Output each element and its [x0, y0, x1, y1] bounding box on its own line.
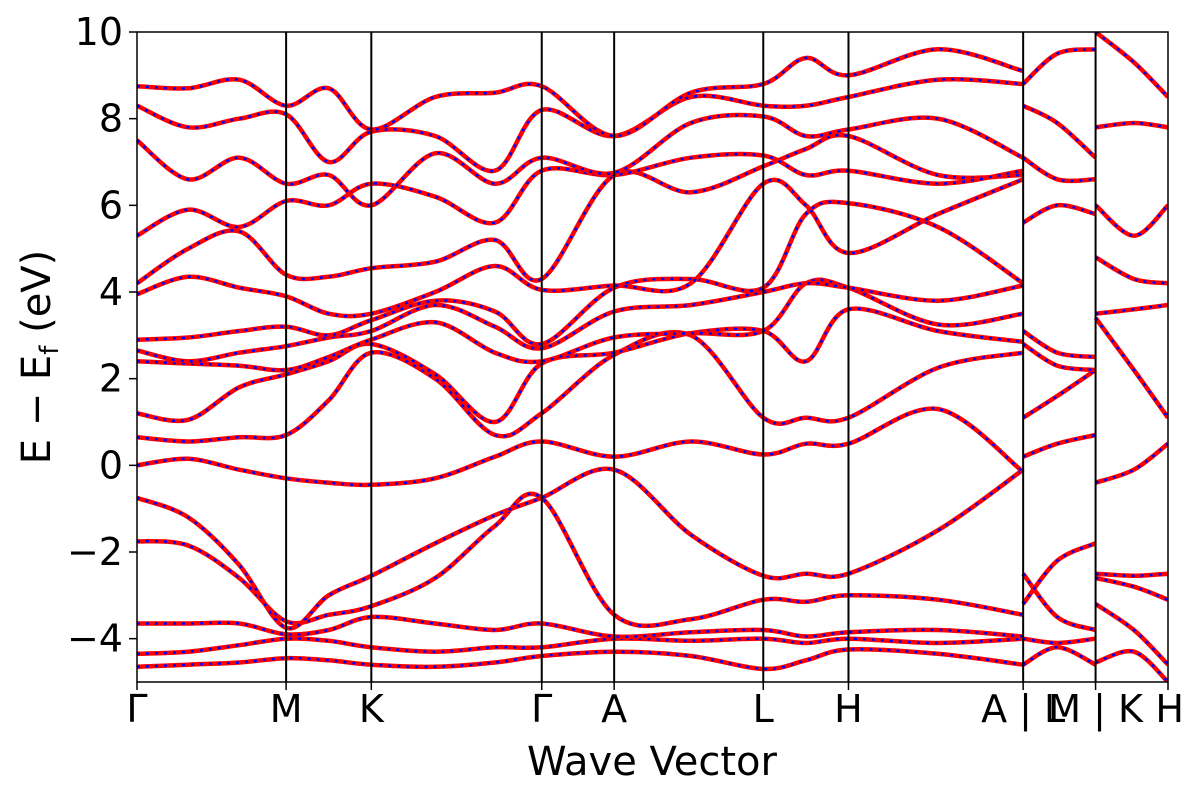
band-line-dotted-1: [137, 637, 1024, 656]
band-line-4: [137, 466, 1025, 631]
band-line-31: [1095, 575, 1168, 602]
y-tick-label-0: 10: [75, 10, 123, 54]
band-line-13: [137, 151, 1024, 238]
band-line-27: [1022, 103, 1098, 160]
band-line-37: [1094, 203, 1168, 238]
x-tick-label-3: Γ: [531, 687, 552, 731]
band-line-0: [137, 647, 1024, 672]
band-line-dotted-27: [1022, 104, 1097, 159]
band-line-dotted-20: [1022, 542, 1097, 605]
band-line-dotted-2: [137, 615, 1024, 639]
band-line-3: [137, 491, 1024, 629]
band-line-dotted-24: [1022, 342, 1096, 372]
band-line-2: [137, 614, 1024, 640]
band-lines: [137, 32, 1168, 682]
band-line-dotted-16: [137, 48, 1024, 138]
band-line-dotted-21: [1022, 433, 1096, 458]
y-tick-label-2: 6: [99, 183, 123, 227]
band-line-20: [1021, 541, 1097, 606]
band-line-dotted-36: [1095, 303, 1168, 315]
band-line-dotted-15: [137, 77, 1024, 173]
band-line-dotted-3: [137, 492, 1024, 628]
band-line-dotted-29: [1095, 649, 1168, 682]
x-tick-label-7: A | L: [981, 687, 1065, 732]
band-line-dotted-30: [1094, 602, 1168, 666]
band-line-dotted-19: [1022, 572, 1097, 632]
x-tick-label-6: H: [834, 687, 863, 731]
plot-frame: [136, 31, 1169, 683]
y-tick-label-1: 8: [99, 97, 123, 141]
x-tick-label-9: H: [1155, 687, 1184, 731]
band-line-dotted-32: [1095, 572, 1168, 578]
band-line-dotted-9: [137, 281, 1024, 363]
y-tick-label-5: 0: [99, 443, 123, 487]
band-line-25: [1021, 202, 1097, 225]
y-tick-label-6: −2: [67, 530, 123, 574]
band-line-dotted-8: [137, 278, 1024, 372]
band-line-dotted-18: [1022, 637, 1096, 645]
band-line-7: [137, 306, 1024, 425]
band-line-dotted-39: [1094, 32, 1168, 98]
band-line-dotted-14: [137, 113, 1024, 207]
y-axis-label-subscript: f: [35, 345, 65, 355]
band-line-dotted-23: [1022, 329, 1096, 359]
x-axis-label: Wave Vector: [527, 739, 778, 785]
band-line-dotted-26: [1022, 156, 1096, 183]
band-line-33: [1094, 441, 1168, 485]
y-axis-label-main: E − E: [14, 355, 60, 465]
x-tick-label-1: M: [270, 687, 303, 731]
x-tick-label-0: Γ: [126, 687, 147, 731]
band-line-dotted-17: [1022, 646, 1097, 666]
y-axis-ticks: 10 8 6 4 2 0 −2 −4: [67, 10, 137, 661]
band-line-dotted-28: [1022, 48, 1096, 85]
x-tick-label-8: M | K: [1048, 687, 1144, 732]
band-line-26: [1021, 155, 1096, 184]
x-tick-label-2: K: [359, 687, 385, 731]
band-line-19: [1021, 572, 1097, 633]
svg-text:E − Ef (eV): E − Ef (eV): [14, 250, 65, 465]
band-line-5: [137, 406, 1025, 488]
band-line-dotted-6: [137, 330, 1024, 443]
band-line-dotted-11: [137, 178, 1024, 318]
y-tick-label-4: 2: [99, 357, 123, 401]
band-line-35: [1094, 255, 1168, 286]
band-line-dotted-25: [1022, 203, 1096, 224]
band-line-dotted-31: [1095, 576, 1168, 601]
band-line-22: [1021, 368, 1097, 420]
band-line-17: [1021, 645, 1097, 667]
band-line-28: [1021, 47, 1096, 86]
x-tick-label-4: A: [601, 687, 627, 731]
band-line-14: [137, 112, 1025, 208]
band-line-15: [137, 76, 1024, 174]
y-tick-label-7: −4: [67, 617, 123, 661]
band-line-dotted-35: [1094, 256, 1168, 285]
band-line-12: [137, 132, 1024, 286]
band-line-dotted-4: [137, 467, 1024, 630]
high-symmetry-lines: [285, 32, 1097, 682]
band-line-dotted-38: [1095, 121, 1168, 129]
band-line-dotted-10: [137, 200, 1024, 346]
y-axis-label: E − Ef (eV): [14, 250, 65, 465]
band-line-dotted-33: [1095, 442, 1168, 484]
band-line-dotted-34: [1094, 317, 1168, 419]
y-tick-label-3: 4: [99, 270, 123, 314]
y-axis-label-unit: (eV): [14, 250, 60, 333]
x-tick-label-5: L: [753, 687, 774, 731]
